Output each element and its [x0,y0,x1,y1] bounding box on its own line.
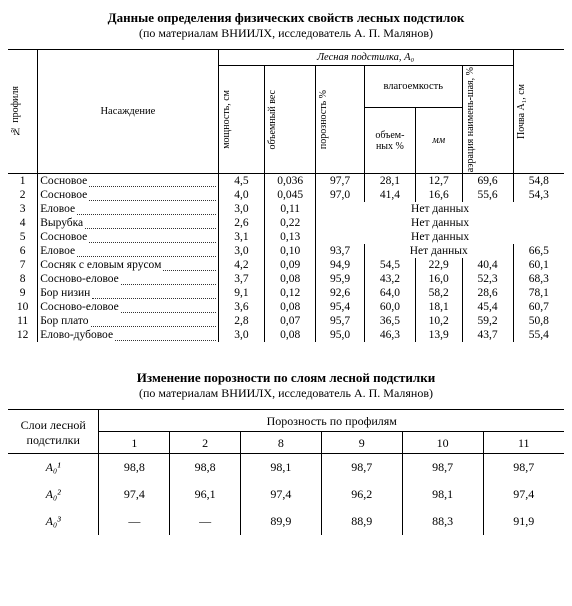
table-row: 4Вырубка2,60,22Нет данных [8,216,564,230]
col-litter: Лесная подстилка, A₀ [218,50,513,66]
col-profile-2: 2 [170,432,241,454]
table2-title: Изменение порозности по слоям лесной под… [8,370,564,386]
col-profile-9: 9 [321,432,402,454]
col-soil: Почва A₁, см [516,84,527,139]
col-profile-10: 10 [402,432,483,454]
table-row: 9Бор низин9,10,1292,664,058,228,678,1 [8,286,564,300]
col-profile-1: 1 [99,432,170,454]
col-layer: Слои лесной подстилки [8,410,99,454]
table-row: 11Бор плато2,80,0795,736,510,259,250,8 [8,314,564,328]
table1-title-block: Данные определения физических свойств ле… [8,10,564,41]
table-row: 10Сосново-еловое3,60,0895,460,018,145,46… [8,300,564,314]
col-profile-8: 8 [240,432,321,454]
col-profile-11: 11 [483,432,564,454]
col-wcap-vol: объем-ных % [364,108,415,174]
table2-subtitle: (по материалам ВНИИЛХ, исследователь А. … [8,386,564,401]
table1: № профиля Насаждение Лесная подстилка, A… [8,49,564,342]
col-stand: Насаждение [38,50,218,174]
table-row: 12Елово-дубовое3,00,0895,046,313,943,755… [8,328,564,342]
table2-title-block: Изменение порозности по слоям лесной под… [8,370,564,401]
col-porosity: порозность % [318,90,329,149]
table2: Слои лесной подстилки Порозность по проф… [8,409,564,535]
col-wcap: влагоемкость [364,66,462,108]
table-row: 5Сосновое3,10,13Нет данных [8,230,564,244]
table-row: 8Сосново-еловое3,70,0895,943,216,052,368… [8,272,564,286]
col-thickness: мощность, см [221,90,232,149]
col-aeration: аэрация наимень-шая, % [465,67,476,172]
table-row: 3Еловое3,00,11Нет данных [8,202,564,216]
col-wcap-mm: мм [415,108,462,174]
table-row: 7Сосняк с еловым ярусом4,20,0994,954,522… [8,258,564,272]
table-row: A₀²97,496,197,496,298,197,4 [8,481,564,508]
table-row: 1Сосновое4,50,03697,728,112,769,654,8 [8,174,564,189]
table1-subtitle: (по материалам ВНИИЛХ, исследователь А. … [8,26,564,41]
table-row: 2Сосновое4,00,04597,041,416,655,654,3 [8,188,564,202]
table1-title: Данные определения физических свойств ле… [8,10,564,26]
col-porosity-by: Порозность по профилям [99,410,564,432]
col-profile-no: № профиля [10,86,21,136]
table-row: A₀³——89,988,988,391,9 [8,508,564,535]
col-bulk: объемный вес [267,90,278,150]
table-row: A₀¹98,898,898,198,798,798,7 [8,454,564,482]
table-row: 6Еловое3,00,1093,7Нет данных66,5 [8,244,564,258]
